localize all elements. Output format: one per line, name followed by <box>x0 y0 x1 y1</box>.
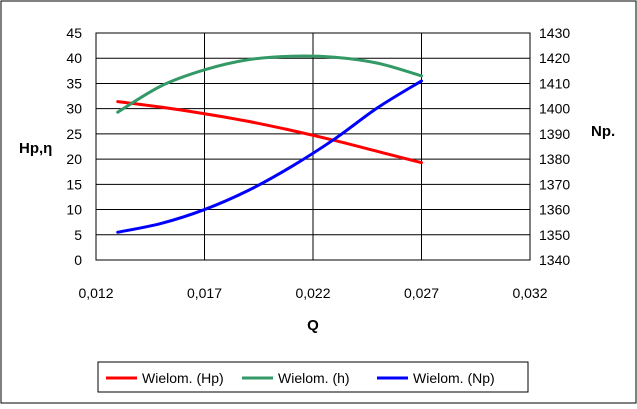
legend-label: Wielom. (Hp) <box>142 370 224 386</box>
left-axis-title: Hp,η <box>19 140 52 157</box>
y-right-tick-label: 1390 <box>539 126 570 142</box>
y-left-tick-label: 0 <box>74 252 82 268</box>
y-right-tick-label: 1380 <box>539 151 570 167</box>
legend-label: Wielom. (Np) <box>413 370 495 386</box>
y-left-tick-label: 45 <box>66 25 82 41</box>
series-line-0 <box>116 100 423 165</box>
x-tick-label: 0,022 <box>295 285 330 301</box>
y-left-tick-label: 10 <box>66 202 82 218</box>
y-left-tick-label: 15 <box>66 176 82 192</box>
x-axis-title: Q <box>307 317 319 334</box>
y-right-tick-label: 1410 <box>539 75 570 91</box>
legend-box <box>97 361 529 393</box>
y-left-tick-label: 30 <box>66 101 82 117</box>
series-line-2 <box>116 79 423 234</box>
x-tick-label: 0,032 <box>512 285 547 301</box>
y-right-tick-label: 1420 <box>539 50 570 66</box>
y-right-tick-label: 1360 <box>539 202 570 218</box>
y-right-tick-label: 1350 <box>539 227 570 243</box>
y-right-tick-label: 1400 <box>539 101 570 117</box>
y-left-tick-label: 40 <box>66 50 82 66</box>
y-left-tick-label: 5 <box>74 227 82 243</box>
plot-area-border <box>95 32 531 261</box>
series-line-1 <box>116 54 423 114</box>
x-tick-label: 0,027 <box>404 285 439 301</box>
y-left-tick-label: 25 <box>66 126 82 142</box>
y-right-tick-label: 1430 <box>539 25 570 41</box>
y-left-tick-label: 20 <box>66 151 82 167</box>
y-left-tick-label: 35 <box>66 75 82 91</box>
x-tick-label: 0,017 <box>187 285 222 301</box>
legend-label: Wielom. (h) <box>278 370 350 386</box>
right-axis-title: Np. <box>591 123 615 140</box>
x-tick-label: 0,012 <box>78 285 113 301</box>
y-right-tick-label: 1340 <box>539 252 570 268</box>
y-right-tick-label: 1370 <box>539 176 570 192</box>
